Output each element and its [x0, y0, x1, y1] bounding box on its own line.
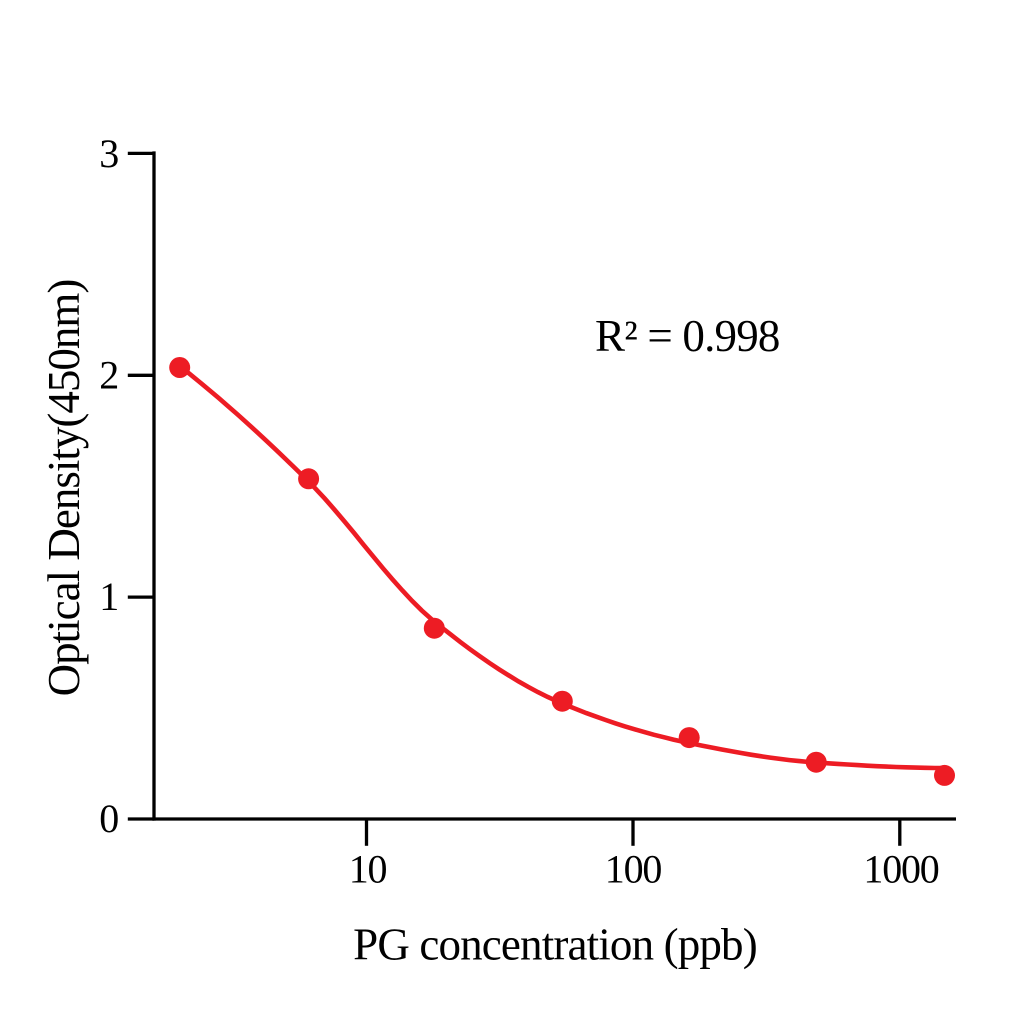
svg-text:100: 100	[605, 847, 662, 892]
svg-text:Optical Density(450nm): Optical Density(450nm)	[39, 280, 89, 697]
svg-text:0: 0	[99, 796, 118, 841]
svg-text:3: 3	[99, 131, 118, 176]
svg-text:1000: 1000	[863, 847, 938, 892]
svg-text:10: 10	[349, 847, 387, 892]
svg-text:PG concentration (ppb): PG concentration (ppb)	[353, 920, 757, 970]
svg-text:R² = 0.998: R² = 0.998	[595, 311, 780, 361]
svg-text:2: 2	[99, 352, 118, 397]
svg-text:1: 1	[99, 574, 118, 619]
